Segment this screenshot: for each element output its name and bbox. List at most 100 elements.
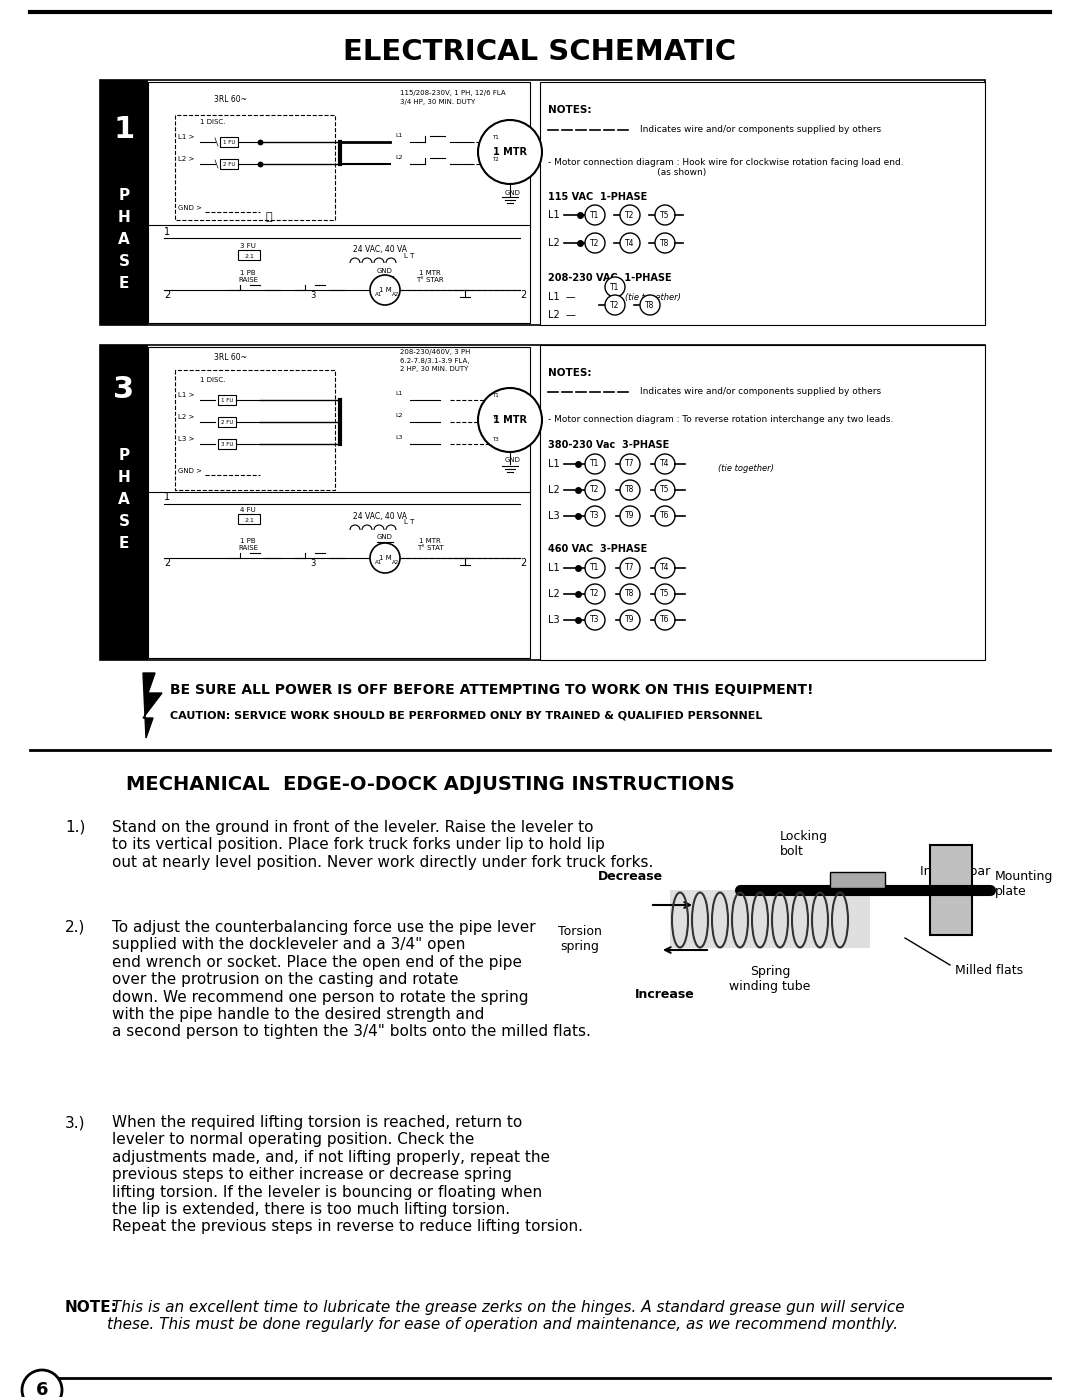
Bar	[670, 890, 870, 949]
Text: T3: T3	[492, 437, 499, 441]
Bar	[831, 872, 885, 888]
Text: 1: 1	[164, 226, 171, 237]
Text: T2: T2	[591, 486, 599, 495]
Text: T2: T2	[610, 300, 620, 310]
Text: T2: T2	[591, 590, 599, 598]
Text: Indicates wire and/or components supplied by others: Indicates wire and/or components supplie…	[640, 387, 881, 397]
Circle shape	[654, 481, 675, 500]
Text: L2: L2	[548, 237, 559, 249]
Bar	[540, 82, 985, 326]
Text: A2: A2	[392, 560, 400, 564]
Text: 2: 2	[519, 557, 526, 569]
Text: 1 MTR: 1 MTR	[419, 538, 441, 543]
Text: T9: T9	[625, 616, 635, 624]
Text: L1: L1	[548, 210, 559, 219]
Text: L2: L2	[548, 485, 559, 495]
Text: 6.2-7.8/3.1-3.9 FLA,: 6.2-7.8/3.1-3.9 FLA,	[400, 358, 470, 365]
Text: T1: T1	[492, 393, 499, 398]
Circle shape	[585, 454, 605, 474]
Text: Torsion
spring: Torsion spring	[558, 925, 602, 953]
Text: 1: 1	[164, 492, 171, 502]
Text: L1 >: L1 >	[178, 134, 194, 140]
Text: L3: L3	[395, 434, 403, 440]
Text: GND: GND	[505, 190, 521, 196]
Circle shape	[22, 1370, 62, 1397]
Text: T7: T7	[625, 563, 635, 573]
Text: This is an excellent time to lubricate the grease zerks on the hinges. A standar: This is an excellent time to lubricate t…	[107, 1301, 905, 1333]
Text: T° STAT: T° STAT	[417, 545, 443, 550]
Text: L1: L1	[548, 563, 559, 573]
Text: 115 VAC  1-PHASE: 115 VAC 1-PHASE	[548, 191, 647, 203]
Text: 208-230/460V, 3 PH: 208-230/460V, 3 PH	[400, 349, 471, 355]
Text: S: S	[119, 253, 130, 268]
Text: 2.1: 2.1	[244, 253, 254, 258]
Text: 1 PB: 1 PB	[240, 270, 256, 277]
Text: P: P	[119, 187, 130, 203]
Text: Interior bar: Interior bar	[920, 865, 990, 877]
Text: 2 FU: 2 FU	[220, 419, 233, 425]
Text: BE SURE ALL POWER IS OFF BEFORE ATTEMPTING TO WORK ON THIS EQUIPMENT!: BE SURE ALL POWER IS OFF BEFORE ATTEMPTI…	[170, 683, 813, 697]
Circle shape	[654, 506, 675, 527]
Text: T2: T2	[492, 156, 499, 162]
Circle shape	[620, 506, 640, 527]
Text: T3: T3	[591, 511, 599, 521]
Circle shape	[640, 295, 660, 314]
Text: 208-230 VAC  1-PHASE: 208-230 VAC 1-PHASE	[548, 272, 672, 284]
Text: L T: L T	[404, 520, 415, 525]
Text: T5: T5	[660, 590, 670, 598]
Text: 2: 2	[164, 291, 171, 300]
Text: T2: T2	[591, 239, 599, 247]
Text: T7: T7	[625, 460, 635, 468]
Text: L1: L1	[548, 460, 559, 469]
Circle shape	[370, 543, 400, 573]
Bar	[238, 514, 260, 524]
Text: T1: T1	[492, 136, 499, 140]
Text: E: E	[119, 535, 130, 550]
Text: L2: L2	[395, 414, 403, 418]
Circle shape	[585, 610, 605, 630]
Text: GND >: GND >	[178, 205, 202, 211]
Text: L2 >: L2 >	[178, 414, 194, 420]
Polygon shape	[143, 673, 162, 738]
Bar	[100, 80, 148, 326]
Circle shape	[605, 295, 625, 314]
Text: T9: T9	[625, 511, 635, 521]
Text: 3RL 60~: 3RL 60~	[214, 353, 246, 362]
Text: 3 FU: 3 FU	[220, 441, 233, 447]
Text: 2 HP, 30 MIN. DUTY: 2 HP, 30 MIN. DUTY	[400, 366, 469, 372]
Circle shape	[654, 233, 675, 253]
Text: 1 MTR: 1 MTR	[419, 270, 441, 277]
Text: 1 MTR: 1 MTR	[492, 147, 527, 156]
Text: T8: T8	[625, 486, 635, 495]
Circle shape	[585, 557, 605, 578]
Text: E: E	[119, 275, 130, 291]
Text: To adjust the counterbalancing force use the pipe lever
supplied with the dockle: To adjust the counterbalancing force use…	[112, 921, 591, 1039]
Bar	[218, 395, 237, 405]
Circle shape	[654, 205, 675, 225]
Bar	[100, 345, 985, 659]
Circle shape	[654, 557, 675, 578]
Text: 1 MTR: 1 MTR	[492, 415, 527, 425]
Text: MECHANICAL  EDGE-O-DOCK ADJUSTING INSTRUCTIONS: MECHANICAL EDGE-O-DOCK ADJUSTING INSTRUC…	[125, 774, 734, 793]
Text: 1: 1	[113, 116, 135, 144]
Text: - Motor connection diagram : To reverse rotation interchange any two leads.: - Motor connection diagram : To reverse …	[548, 415, 893, 425]
Text: T6: T6	[660, 511, 670, 521]
Text: 1 M: 1 M	[379, 555, 391, 562]
Text: L T: L T	[404, 253, 415, 258]
Circle shape	[370, 275, 400, 305]
Text: RAISE: RAISE	[238, 277, 258, 284]
Text: 1 FU: 1 FU	[220, 398, 233, 402]
Text: 3RL 60~: 3RL 60~	[214, 95, 246, 103]
Text: 380-230 Vac  3-PHASE: 380-230 Vac 3-PHASE	[548, 440, 670, 450]
Text: 24 VAC, 40 VA: 24 VAC, 40 VA	[353, 244, 407, 254]
Text: Stand on the ground in front of the leveler. Raise the leveler to
to its vertica: Stand on the ground in front of the leve…	[112, 820, 653, 870]
Text: T2: T2	[492, 415, 499, 420]
Text: 2 FU: 2 FU	[222, 162, 235, 166]
Text: L2: L2	[548, 590, 559, 599]
Text: T3: T3	[591, 616, 599, 624]
Text: 4 FU: 4 FU	[240, 507, 256, 513]
Circle shape	[620, 610, 640, 630]
Text: L2: L2	[395, 155, 403, 161]
Text: NOTE:: NOTE:	[65, 1301, 118, 1315]
Text: A: A	[118, 232, 130, 246]
